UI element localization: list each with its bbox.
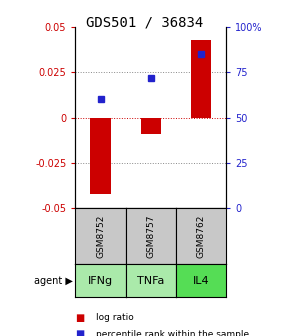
Text: IL4: IL4 [193,276,209,286]
Bar [141,118,161,134]
Text: agent ▶: agent ▶ [34,276,72,286]
Text: GSM8757: GSM8757 [146,214,155,258]
Text: GSM8762: GSM8762 [197,214,206,258]
Text: IFNg: IFNg [88,276,113,286]
Text: ■: ■ [75,312,85,323]
Text: GDS501 / 36834: GDS501 / 36834 [86,15,204,29]
Text: ■: ■ [75,329,85,336]
Bar [191,40,211,118]
Text: GSM8752: GSM8752 [96,214,105,258]
Bar [90,118,110,194]
Text: percentile rank within the sample: percentile rank within the sample [96,330,249,336]
Text: log ratio: log ratio [96,313,133,322]
Text: TNFa: TNFa [137,276,164,286]
